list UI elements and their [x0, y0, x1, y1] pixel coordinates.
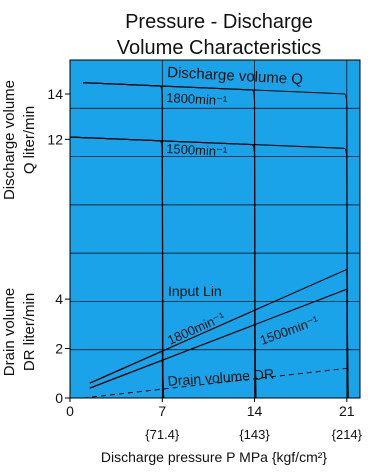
x-tick-label: 0: [66, 403, 74, 419]
x-tick-label: 7: [158, 403, 166, 419]
input-line-1-2: [89, 288, 349, 399]
label-rpm-1500-top: 1500min⁻¹: [166, 141, 228, 159]
chart-title-line-2: Volume Characteristics: [117, 37, 322, 59]
y-tick-upper-label: 14: [47, 86, 63, 102]
y-tick-lower-label: 0: [55, 390, 63, 406]
y-tick-upper-label: 12: [47, 131, 63, 147]
label-drain-volume: Drain volume DR: [167, 366, 274, 389]
x-tick-label: 14: [247, 403, 263, 419]
discharge-curve-0-2: [83, 82, 349, 399]
x-tick-sublabel: {143}: [239, 427, 270, 442]
x-tick-sublabel: {214}: [332, 427, 363, 442]
y-tick-lower-label: 4: [55, 291, 63, 307]
lower-ylabel-line-1: Drain volume: [1, 288, 18, 376]
x-axis-ticks: 0 7 {71.4} 14 {143} 21 {214}: [66, 398, 363, 442]
discharge-curve-1-2: [69, 136, 349, 399]
upper-ylabel-line-2: Q liter/min: [21, 106, 38, 174]
label-input-lin: Input Lin: [168, 283, 222, 299]
chart-title-line-1: Pressure - Discharge: [125, 11, 313, 33]
x-tick-label: 21: [339, 403, 355, 419]
y-tick-lower-label: 2: [55, 341, 63, 357]
lower-ylabel-line-2: DR liter/min: [21, 293, 38, 371]
label-rpm-1800-top: 1800min⁻¹: [166, 90, 228, 108]
plot-area: [69, 59, 361, 399]
upper-ylabel-line-1: Discharge volume: [1, 80, 18, 200]
x-tick-sublabel: {71.4}: [145, 427, 180, 442]
y-axis-ticks: 12 14 0 2 4: [47, 86, 70, 406]
x-axis-label: Discharge pressure P MPa {kgf/cm²}: [101, 449, 327, 465]
plot-marks: [69, 82, 349, 399]
